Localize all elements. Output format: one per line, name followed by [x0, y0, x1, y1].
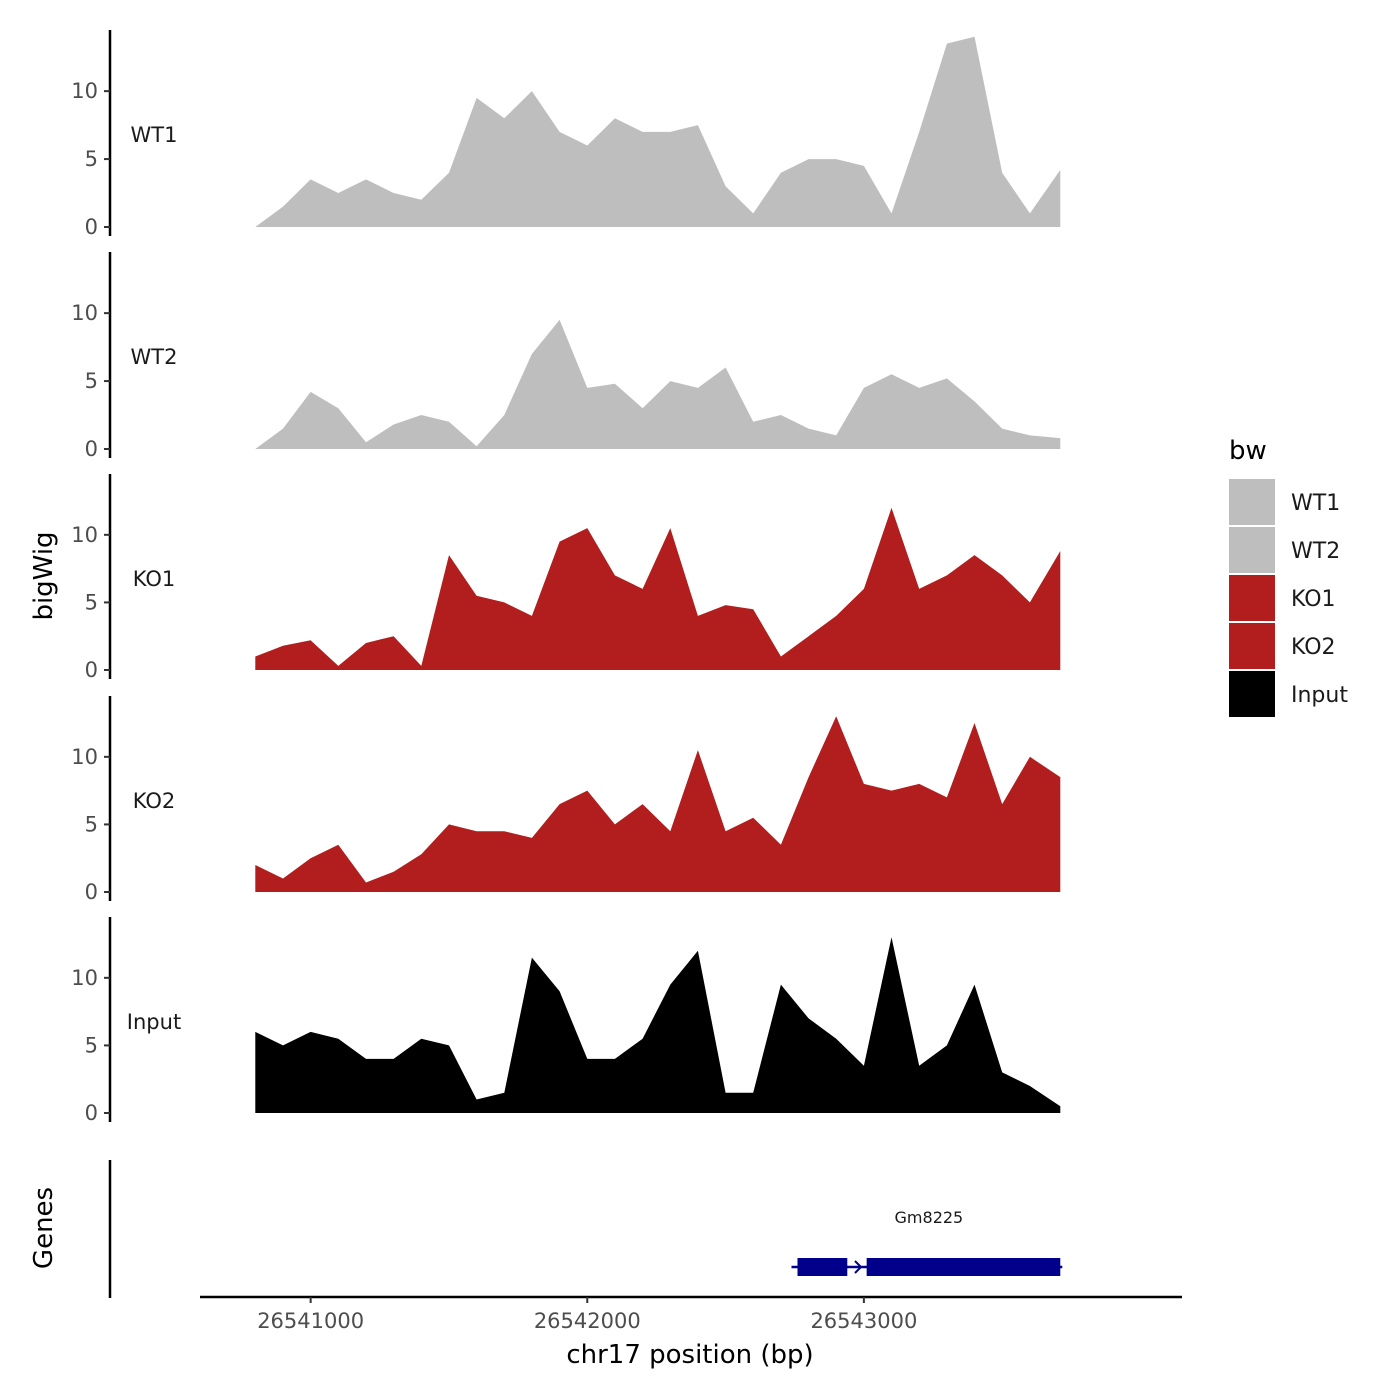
y-tick-label: 10: [71, 523, 98, 547]
genes-track: Genes Gm8225: [29, 1160, 1063, 1298]
track-label-wt2: WT2: [131, 345, 178, 369]
track-input: 0 5 10 Input: [71, 917, 1061, 1125]
legend-swatch-ko2: [1229, 623, 1275, 669]
legend-swatch-wt1: [1229, 479, 1275, 525]
y-tick-label: 0: [85, 880, 98, 904]
y-tick-label: 0: [85, 658, 98, 682]
y-tick-label: 5: [85, 369, 98, 393]
y-tick-label: 10: [71, 745, 98, 769]
legend: bw WT1 WT2 KO1 KO2 Input: [1229, 436, 1348, 717]
y-tick-label: 5: [85, 812, 98, 836]
legend-label-wt1: WT1: [1291, 491, 1340, 516]
legend-label-input: Input: [1291, 683, 1348, 708]
track-label-input: Input: [127, 1010, 181, 1034]
y-tick-label: 10: [71, 79, 98, 103]
track-ko1: 0 5 10 KO1: [71, 474, 1061, 682]
gene-gm8225: Gm8225: [791, 1208, 1063, 1276]
coverage-tracks: 0 5 10 WT1 0 5 10 WT2 0 5 10 KO1 0 5 10 KO2 0 5 10 Input: [71, 30, 1061, 1125]
coverage-area-ko1: [255, 507, 1061, 670]
gene-exon: [866, 1258, 1061, 1276]
track-label-wt1: WT1: [131, 123, 178, 147]
legend-label-ko2: KO2: [1291, 635, 1336, 660]
y-tick-label: 10: [71, 301, 98, 325]
legend-title: bw: [1229, 436, 1267, 466]
gene-label: Gm8225: [895, 1208, 964, 1227]
coverage-area-ko2: [255, 716, 1061, 892]
legend-label-ko1: KO1: [1291, 587, 1336, 612]
coverage-area-wt1: [255, 36, 1061, 227]
coverage-area-wt2: [255, 319, 1061, 449]
y-tick-label: 5: [85, 590, 98, 614]
y-tick-label: 0: [85, 1101, 98, 1125]
y-tick-label: 10: [71, 966, 98, 990]
x-tick-label: 26542000: [534, 1309, 641, 1333]
track-label-ko2: KO2: [133, 789, 176, 813]
coverage-area-input: [255, 937, 1061, 1113]
y-tick-label: 5: [85, 1033, 98, 1057]
genes-track-title: Genes: [29, 1187, 59, 1269]
track-ko2: 0 5 10 KO2: [71, 696, 1061, 904]
track-wt2: 0 5 10 WT2: [71, 252, 1061, 461]
x-axis: 26541000 26542000 26543000: [200, 1295, 1182, 1333]
legend-swatch-ko1: [1229, 575, 1275, 621]
gene-exon: [797, 1258, 848, 1276]
x-tick-label: 26543000: [810, 1309, 917, 1333]
y-tick-label: 5: [85, 147, 98, 171]
legend-swatch-wt2: [1229, 527, 1275, 573]
legend-label-wt2: WT2: [1291, 539, 1340, 564]
y-tick-label: 0: [85, 215, 98, 239]
y-tick-label: 0: [85, 437, 98, 461]
track-label-ko1: KO1: [133, 567, 176, 591]
legend-swatch-input: [1229, 671, 1275, 717]
x-axis-title: chr17 position (bp): [566, 1340, 813, 1370]
y-axis-title: bigWig: [29, 531, 59, 620]
x-tick-label: 26541000: [257, 1309, 364, 1333]
track-wt1: 0 5 10 WT1: [71, 30, 1061, 239]
gene-strand-arrow: [854, 1260, 863, 1274]
